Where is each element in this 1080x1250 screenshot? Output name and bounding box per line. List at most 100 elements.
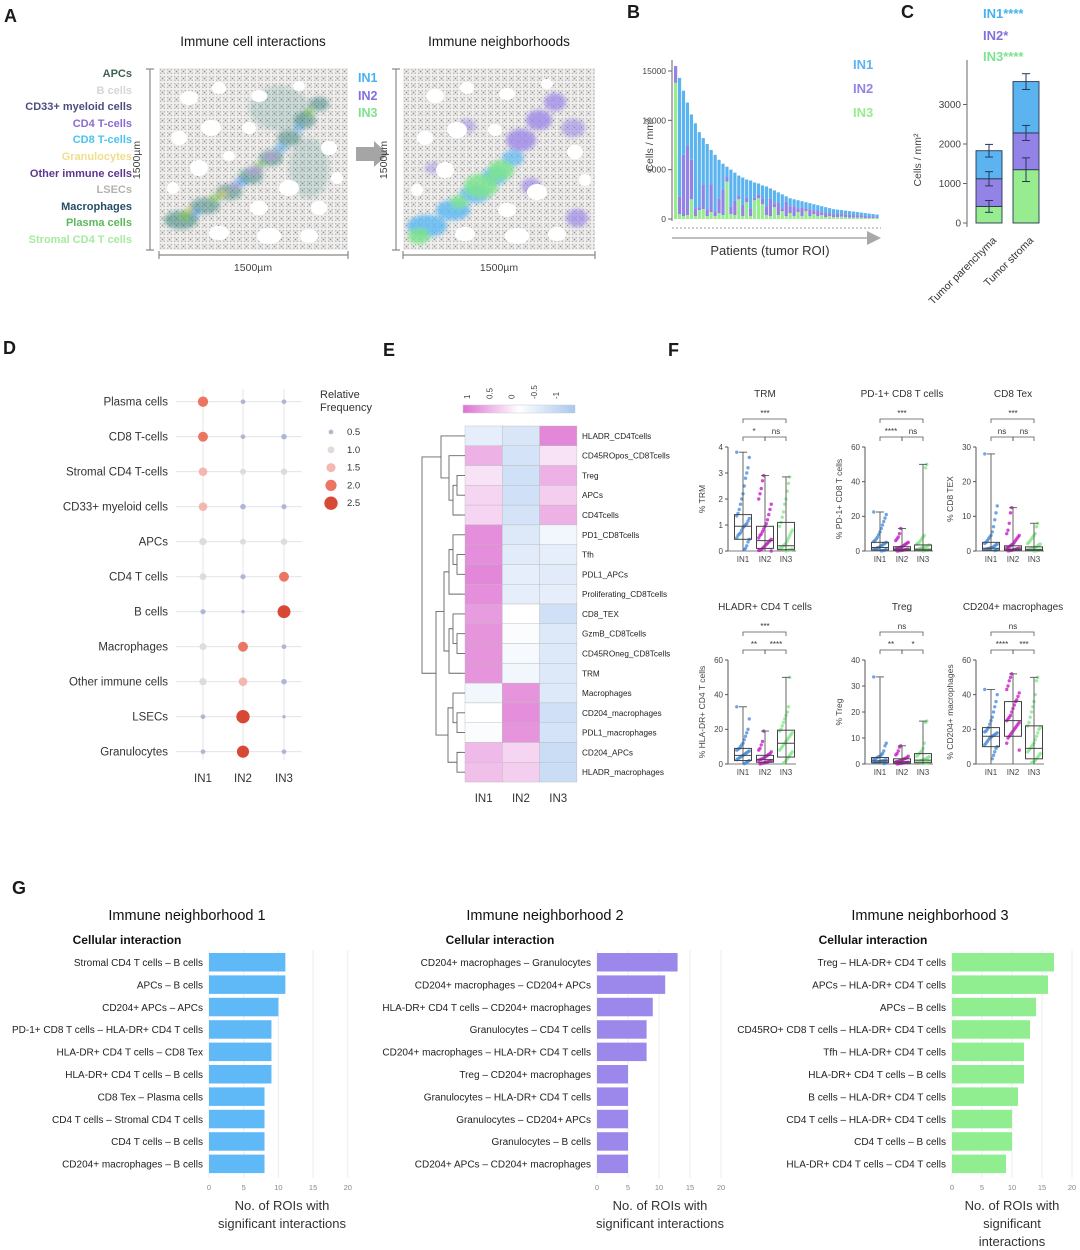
interaction-bar	[597, 1065, 628, 1084]
panel-e-label: E	[383, 340, 396, 360]
svg-text:HLA-DR+ CD4 T cells – CD204+ m: HLA-DR+ CD4 T cells – CD204+ macrophages	[382, 1003, 591, 1014]
frequency-dot	[281, 504, 287, 510]
interaction-bar	[209, 1087, 265, 1106]
svg-text:20: 20	[962, 477, 971, 486]
neighborhood-legend: IN1 IN2 IN3	[358, 70, 377, 123]
cell-type-legend-item: Stromal CD4 T cells	[28, 233, 132, 246]
heatmap-cell	[502, 485, 540, 506]
box-group-in1	[734, 705, 752, 766]
interaction-bar	[209, 1065, 272, 1084]
svg-text:Cells / mm²: Cells / mm²	[644, 118, 656, 172]
svg-text:CD4Tcells: CD4Tcells	[582, 511, 619, 520]
svg-text:HLA-DR+ CD4 T cells – CD4 T ce: HLA-DR+ CD4 T cells – CD4 T cells	[786, 1160, 946, 1171]
panel-f-label: F	[668, 340, 679, 360]
svg-text:15: 15	[1038, 1183, 1046, 1192]
tissue-overlay-right	[407, 79, 591, 244]
svg-text:0: 0	[207, 1183, 211, 1192]
panel-b-legend-item: IN2	[853, 81, 874, 96]
heatmap-cell	[539, 584, 578, 605]
interaction-bar	[952, 1132, 1012, 1151]
svg-text:60: 60	[851, 443, 860, 452]
frequency-dot	[198, 431, 208, 442]
svg-text:significant interactions: significant interactions	[596, 1216, 724, 1231]
heatmap-cell	[502, 643, 540, 664]
significance-label: IN1****	[983, 6, 1024, 21]
cell-type-legend-item: Macrophages	[61, 200, 132, 213]
svg-text:CD8 Tex: CD8 Tex	[994, 389, 1032, 400]
frequency-dot	[239, 468, 247, 475]
svg-text:*: *	[911, 640, 914, 649]
interaction-bar	[597, 1020, 647, 1039]
svg-text:Treg – CD204+ macrophages: Treg – CD204+ macrophages	[459, 1070, 591, 1081]
svg-text:IN1: IN1	[737, 768, 750, 777]
heatmap-cell	[502, 524, 540, 545]
frequency-dot	[198, 502, 208, 512]
interaction-bar	[597, 975, 666, 994]
svg-text:Stromal CD4 T-cells: Stromal CD4 T-cells	[66, 467, 168, 479]
significance-brackets	[742, 418, 787, 441]
interaction-bar	[952, 1087, 1018, 1106]
svg-text:IN2: IN2	[759, 555, 772, 564]
svg-text:HLA-DR+ CD4 T cells – B cells: HLA-DR+ CD4 T cells – B cells	[65, 1070, 203, 1081]
svg-text:**: **	[751, 640, 757, 649]
svg-text:0.5: 0.5	[347, 427, 360, 438]
svg-text:20: 20	[344, 1183, 352, 1192]
svg-text:0: 0	[595, 1183, 599, 1192]
svg-text:Other immune cells: Other immune cells	[69, 677, 168, 689]
svg-text:4: 4	[719, 443, 724, 452]
svg-text:1000: 1000	[939, 179, 962, 190]
svg-text:IN3: IN3	[275, 773, 293, 785]
heatmap-cell	[539, 762, 578, 783]
svg-text:ns: ns	[772, 427, 780, 436]
heatmap-cell	[502, 682, 540, 704]
panel-g-label: G	[12, 878, 27, 898]
svg-text:0: 0	[856, 760, 861, 769]
interactions-chart-in1: Immune neighborhood 1 Cellular interactio…	[12, 908, 352, 1231]
interaction-bar	[952, 953, 1054, 972]
svg-text:2.5: 2.5	[347, 498, 360, 509]
svg-text:TRM: TRM	[754, 389, 776, 400]
svg-text:APCs – B cells: APCs – B cells	[137, 980, 203, 991]
boxplot-cd8-tex: CD8 Tex ***ns ns 0 10 20 30 % CD8 TEX IN1 IN2 IN3	[945, 389, 1044, 564]
svg-text:0: 0	[661, 214, 666, 224]
svg-text:****: ****	[885, 427, 897, 436]
heatmap-cell	[464, 524, 503, 545]
interaction-bar	[597, 1042, 647, 1062]
frequency-dot	[199, 643, 207, 651]
heatmap-cell	[464, 682, 503, 704]
svg-text:CD45ROpos_CD8Tcells: CD45ROpos_CD8Tcells	[582, 452, 670, 461]
heatmap-cell	[539, 682, 578, 704]
svg-text:% HLA-DR+ CD4 T cells: % HLA-DR+ CD4 T cells	[697, 666, 707, 759]
heatmap-cell	[502, 663, 540, 684]
svg-text:CD204+ macrophages – HLA-DR+ C: CD204+ macrophages – HLA-DR+ CD4 T cells	[382, 1048, 591, 1059]
svg-text:IN3: IN3	[1028, 555, 1041, 564]
tissue-image-interactions	[159, 68, 348, 250]
svg-text:APCs – HLA-DR+ CD4 T cells: APCs – HLA-DR+ CD4 T cells	[812, 980, 946, 991]
x-axis-arrow-icon	[867, 231, 881, 245]
svg-text:**: **	[888, 640, 894, 649]
svg-text:IN2: IN2	[234, 773, 252, 785]
interaction-bar	[952, 1154, 1006, 1174]
interaction-bar	[209, 1132, 265, 1151]
svg-text:% TRM: % TRM	[697, 485, 707, 513]
frequency-dot	[239, 538, 247, 545]
svg-text:CD8 T-cells: CD8 T-cells	[109, 432, 168, 444]
svg-text:15000: 15000	[642, 66, 666, 76]
neighborhood-legend-item: IN1	[358, 71, 378, 85]
scale-label-h-left: 1500µm	[234, 262, 272, 274]
svg-text:TRM: TRM	[582, 669, 600, 678]
cell-type-legend-item: CD4 T-cells	[72, 117, 132, 130]
svg-text:60: 60	[714, 656, 723, 665]
frequency-dot	[281, 644, 287, 650]
svg-text:IN3: IN3	[780, 768, 793, 777]
svg-text:LSECs: LSECs	[132, 712, 168, 724]
svg-text:Frequency: Frequency	[320, 402, 372, 414]
svg-text:% Treg: % Treg	[834, 698, 844, 725]
svg-text:5: 5	[626, 1183, 630, 1192]
frequency-dot	[241, 609, 245, 614]
heatmap-cell	[502, 544, 540, 565]
svg-text:IN3: IN3	[549, 793, 567, 805]
frequency-dot	[238, 677, 248, 687]
significance-label: IN3****	[983, 49, 1024, 64]
